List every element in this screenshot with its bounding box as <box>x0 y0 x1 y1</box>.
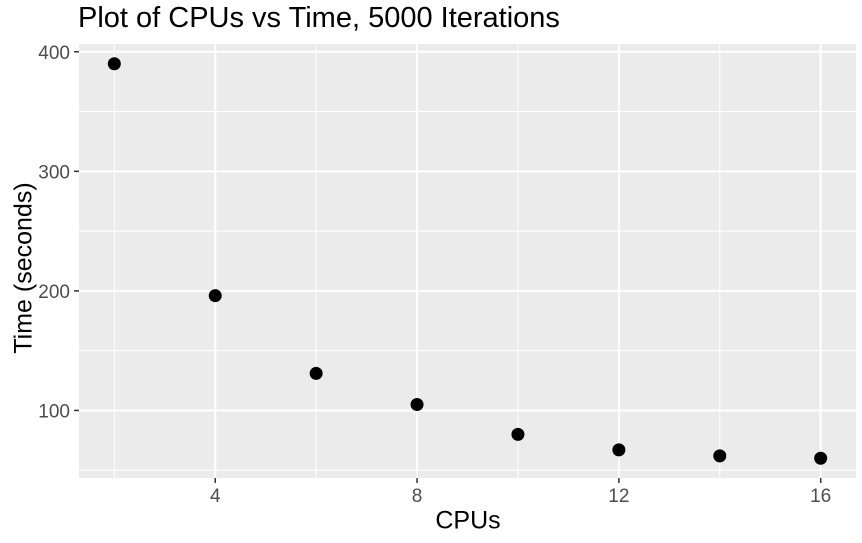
data-point <box>208 289 222 303</box>
data-point <box>511 427 525 441</box>
x-tick-label: 4 <box>210 486 221 507</box>
data-point <box>309 366 323 380</box>
data-point <box>713 449 727 463</box>
chart-title: Plot of CPUs vs Time, 5000 Iterations <box>78 2 560 34</box>
y-tick-label: 400 <box>38 43 70 64</box>
x-tick-label: 8 <box>412 486 423 507</box>
data-point <box>107 57 121 71</box>
x-tick-label: 12 <box>608 486 629 507</box>
y-tick-label: 100 <box>38 401 70 422</box>
data-point <box>612 443 626 457</box>
data-point <box>814 451 828 465</box>
y-tick-label: 300 <box>38 162 70 183</box>
panel-background <box>79 44 856 478</box>
x-axis-title: CPUs <box>435 506 501 535</box>
x-tick-label: 16 <box>810 486 831 507</box>
data-point <box>410 397 424 411</box>
y-tick-label: 200 <box>38 282 70 303</box>
